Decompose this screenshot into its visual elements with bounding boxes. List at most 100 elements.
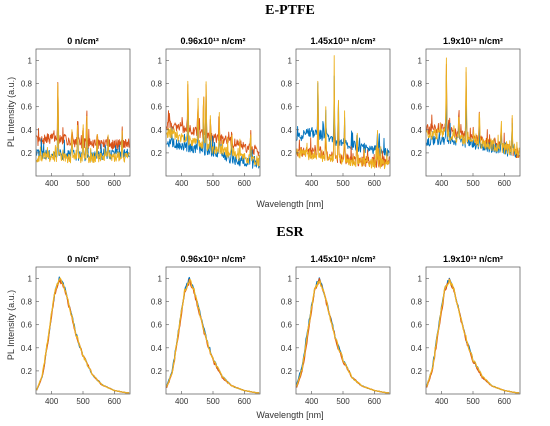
plot-frame (165, 266, 261, 395)
series-line-3 (166, 80, 260, 167)
y-tick-label: 1 (158, 275, 163, 284)
y-tick-label: 0.4 (21, 126, 33, 135)
y-tick-label: 0.2 (411, 149, 423, 158)
y-tick-label: 0.2 (411, 367, 423, 376)
plot-panel-eptfe-1: 0.2 0.4 0.6 0.8 1 400 500 600 (21, 48, 131, 188)
series-line-2 (296, 278, 390, 394)
x-tick-label: 600 (238, 397, 252, 406)
series-line-2 (426, 278, 520, 394)
x-tick-label: 400 (175, 179, 189, 188)
y-tick-label: 0.4 (281, 344, 293, 353)
y-tick-label: 0.6 (411, 321, 423, 330)
plot-frame (295, 266, 391, 395)
y-tick-label: 0.8 (411, 80, 423, 89)
panel-title-bottom-1: 0 n/cm² (67, 254, 99, 264)
plot-panel-eptfe-3: 0.2 0.4 0.6 0.8 1 400 500 600 (281, 48, 391, 188)
y-tick-label: 0.8 (281, 298, 293, 307)
y-tick-label: 1 (28, 57, 33, 66)
y-tick-label: 0.6 (411, 103, 423, 112)
y-tick-label: 1 (288, 57, 293, 66)
y-tick-label: 0.8 (21, 80, 33, 89)
panel-title-top-4: 1.9x10¹³ n/cm² (443, 36, 503, 46)
series-line-2 (426, 74, 520, 158)
y-tick-label: 0.6 (21, 321, 33, 330)
x-tick-label: 500 (206, 179, 220, 188)
y-tick-label: 0.2 (151, 149, 163, 158)
x-tick-label: 400 (435, 397, 449, 406)
x-tick-label: 500 (206, 397, 220, 406)
x-tick-label: 400 (45, 397, 59, 406)
plot-panels: 0.2 0.4 0.6 0.8 1 400 500 600 0.2 0.4 0.6 0.8 1 400 50… (21, 48, 521, 406)
y-tick-label: 1 (418, 57, 423, 66)
plot-panel-esr-4: 0.2 0.4 0.6 0.8 1 400 500 600 (411, 266, 521, 406)
panel-title-bottom-3: 1.45x10¹³ n/cm² (310, 254, 375, 264)
y-tick-label: 0.8 (151, 80, 163, 89)
series-line-3 (426, 279, 520, 394)
y-tick-label: 0.6 (281, 103, 293, 112)
series-line-1 (36, 276, 130, 394)
y-axis-label-top: PL Intensity (a.u.) (6, 77, 16, 147)
y-tick-label: 0.4 (151, 126, 163, 135)
y-tick-label: 0.2 (151, 367, 163, 376)
y-tick-label: 0.2 (281, 367, 293, 376)
plot-frame (165, 48, 261, 177)
y-tick-label: 1 (158, 57, 163, 66)
x-tick-label: 400 (45, 179, 59, 188)
series-line-1 (166, 276, 260, 394)
y-tick-label: 0.6 (151, 103, 163, 112)
y-tick-label: 1 (28, 275, 33, 284)
y-tick-label: 0.4 (411, 126, 423, 135)
x-tick-label: 500 (336, 397, 350, 406)
y-tick-label: 0.8 (151, 298, 163, 307)
plot-panel-esr-1: 0.2 0.4 0.6 0.8 1 400 500 600 (21, 266, 131, 406)
x-tick-label: 500 (76, 179, 90, 188)
y-tick-label: 0.4 (151, 344, 163, 353)
row-title-esr: ESR (276, 225, 304, 240)
plot-panel-esr-2: 0.2 0.4 0.6 0.8 1 400 500 600 (151, 266, 261, 406)
x-tick-label: 500 (466, 179, 480, 188)
y-tick-label: 0.4 (281, 126, 293, 135)
panel-title-top-1: 0 n/cm² (67, 36, 99, 46)
y-tick-label: 0.2 (281, 149, 293, 158)
x-tick-label: 400 (175, 397, 189, 406)
y-tick-label: 0.4 (411, 344, 423, 353)
series-line-3 (36, 83, 130, 164)
plot-panel-eptfe-2: 0.2 0.4 0.6 0.8 1 400 500 600 (151, 48, 261, 188)
series-line-2 (166, 278, 260, 394)
series-line-1 (296, 75, 390, 159)
x-tick-label: 400 (435, 179, 449, 188)
panel-title-top-3: 1.45x10¹³ n/cm² (310, 36, 375, 46)
series-line-3 (426, 57, 520, 159)
y-tick-label: 0.6 (151, 321, 163, 330)
plot-frame (425, 266, 521, 395)
series-line-1 (296, 277, 390, 394)
row-title-eptfe: E-PTFE (265, 3, 315, 18)
y-tick-label: 0.6 (281, 321, 293, 330)
x-tick-label: 500 (76, 397, 90, 406)
x-tick-label: 600 (498, 179, 512, 188)
x-tick-label: 600 (108, 179, 122, 188)
x-tick-label: 500 (466, 397, 480, 406)
series-line-1 (426, 277, 520, 394)
plot-panel-eptfe-4: 0.2 0.4 0.6 0.8 1 400 500 600 (411, 48, 521, 188)
y-tick-label: 0.8 (281, 80, 293, 89)
series-line-2 (36, 279, 130, 394)
x-tick-label: 600 (108, 397, 122, 406)
x-tick-label: 600 (368, 179, 382, 188)
y-tick-label: 0.4 (21, 344, 33, 353)
y-tick-label: 1 (288, 275, 293, 284)
y-tick-label: 0.2 (21, 367, 33, 376)
x-tick-label: 600 (368, 397, 382, 406)
plot-frame (425, 48, 521, 177)
y-tick-label: 0.6 (21, 103, 33, 112)
panel-title-top-2: 0.96x10¹³ n/cm² (180, 36, 245, 46)
y-tick-label: 0.8 (21, 298, 33, 307)
x-tick-label: 400 (305, 397, 319, 406)
x-axis-label-bottom: Wavelength [nm] (256, 410, 323, 420)
series-line-3 (166, 279, 260, 394)
panel-title-bottom-4: 1.9x10¹³ n/cm² (443, 254, 503, 264)
series-line-3 (36, 277, 130, 394)
panel-title-bottom-2: 0.96x10¹³ n/cm² (180, 254, 245, 264)
y-axis-label-bottom: PL Intensity (a.u.) (6, 290, 16, 360)
series-line-3 (296, 55, 390, 170)
